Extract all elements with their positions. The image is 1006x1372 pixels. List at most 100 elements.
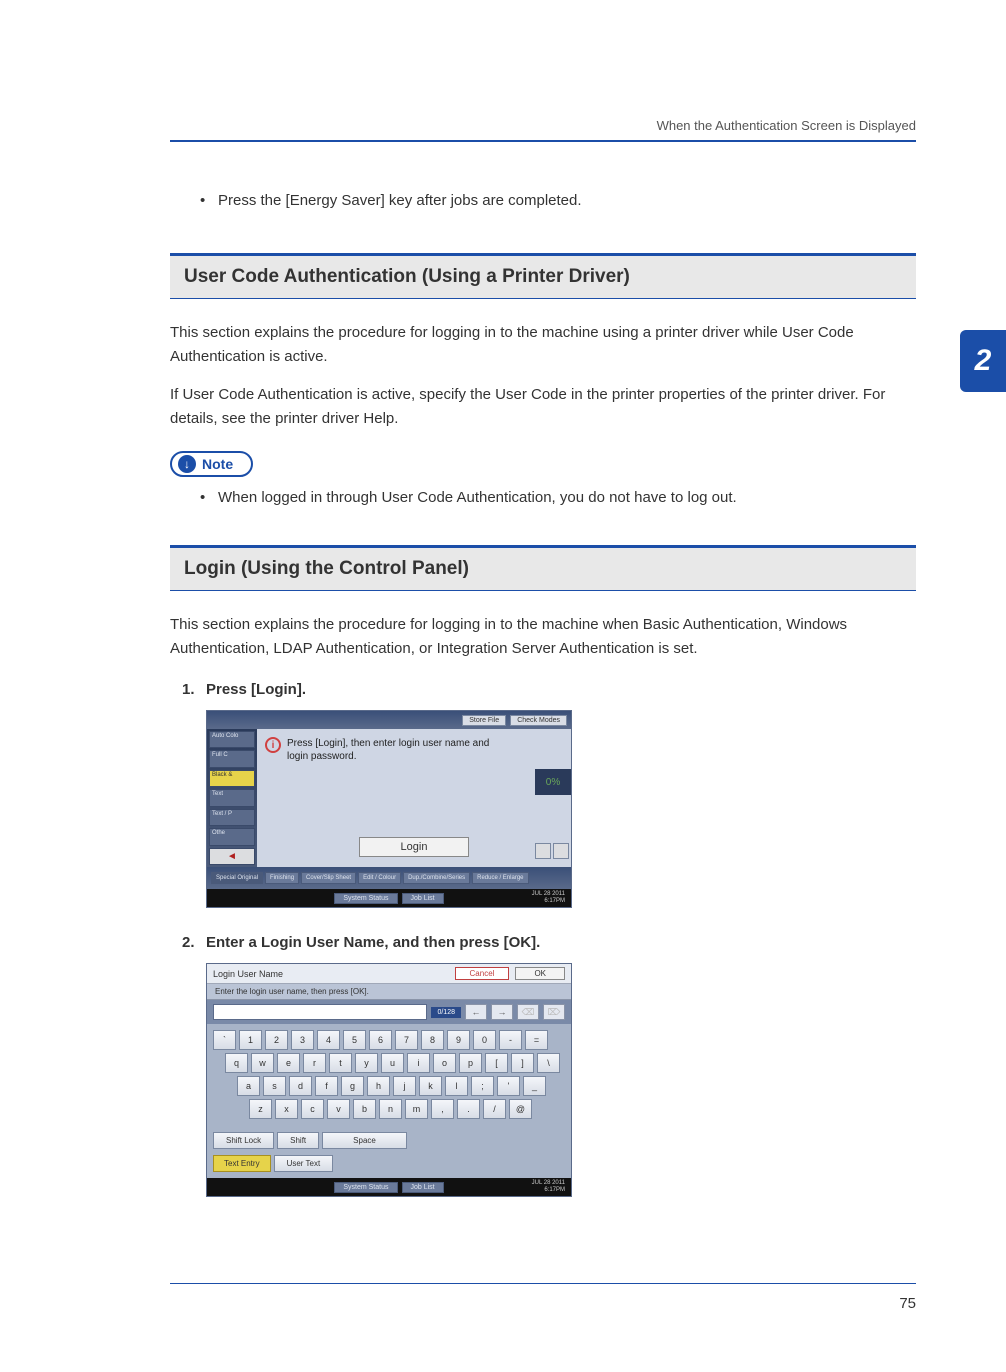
keyboard-key[interactable]: y [355,1053,378,1073]
keyboard-key[interactable]: @ [509,1099,532,1119]
keyboard-key[interactable]: j [393,1076,416,1096]
job-list-button[interactable]: Job List [402,893,444,904]
keyboard-key[interactable]: a [237,1076,260,1096]
bottom-tab[interactable]: Edit / Colour [358,872,401,884]
bottom-tab[interactable]: Finishing [265,872,299,884]
bottom-tab[interactable]: Cover/Slip Sheet [301,872,356,884]
keyboard-key[interactable]: l [445,1076,468,1096]
screenshot-login-prompt: Store File Check Modes Auto Colo Full C … [206,710,572,908]
keyboard-key[interactable]: d [289,1076,312,1096]
keyboard-key[interactable]: z [249,1099,272,1119]
side-prev-icon[interactable]: ◄ [209,848,255,865]
text-entry-tab[interactable]: Text Entry [213,1155,271,1172]
shot1-right-icons [535,843,569,859]
keyboard-key[interactable]: 4 [317,1030,340,1050]
cursor-left-icon[interactable]: ← [465,1004,487,1020]
side-tab[interactable]: Othe [209,828,255,845]
system-status-button[interactable]: System Status [334,893,397,904]
keyboard-key[interactable]: \ [537,1053,560,1073]
shot1-body: Auto Colo Full C Black & Text Text / P O… [207,729,571,867]
section1-heading: User Code Authentication (Using a Printe… [170,253,916,299]
note-label: Note [202,456,233,472]
keyboard-key[interactable]: 2 [265,1030,288,1050]
check-modes-button[interactable]: Check Modes [510,715,567,726]
bottom-tab[interactable]: Special Original [211,872,263,884]
username-input[interactable] [213,1004,427,1020]
keyboard-key[interactable]: - [499,1030,522,1050]
keyboard-key[interactable]: e [277,1053,300,1073]
keyboard-key[interactable]: / [483,1099,506,1119]
keyboard-key[interactable]: r [303,1053,326,1073]
keyboard-key[interactable]: _ [523,1076,546,1096]
panel-icon[interactable] [553,843,569,859]
store-file-button[interactable]: Store File [462,715,506,726]
content-area: • Press the [Energy Saver] key after job… [170,190,916,1197]
panel-icon[interactable] [535,843,551,859]
side-tab[interactable]: Text / P [209,809,255,826]
shift-lock-key[interactable]: Shift Lock [213,1132,274,1149]
keyboard-key[interactable]: n [379,1099,402,1119]
keyboard-key[interactable]: m [405,1099,428,1119]
keyboard-key[interactable]: 0 [473,1030,496,1050]
side-tab[interactable]: Text [209,789,255,806]
keyboard-key[interactable]: ' [497,1076,520,1096]
keyboard-key[interactable]: 9 [447,1030,470,1050]
system-status-button[interactable]: System Status [334,1182,397,1193]
side-tab[interactable]: Auto Colo [209,731,255,748]
keyboard-key[interactable]: w [251,1053,274,1073]
bottom-tab[interactable]: Reduce / Enlarge [472,872,528,884]
job-list-button[interactable]: Job List [402,1182,444,1193]
keyboard-key[interactable]: v [327,1099,350,1119]
keyboard-key[interactable]: 5 [343,1030,366,1050]
keyboard-key[interactable]: , [431,1099,454,1119]
cancel-button[interactable]: Cancel [455,967,510,980]
keyboard-key[interactable]: i [407,1053,430,1073]
keyboard-key[interactable]: ` [213,1030,236,1050]
running-header: When the Authentication Screen is Displa… [657,118,916,133]
bottom-tab[interactable]: Dup./Combine/Series [403,872,470,884]
keyboard-key[interactable]: [ [485,1053,508,1073]
keyboard-key[interactable]: 6 [369,1030,392,1050]
keyboard-key[interactable]: p [459,1053,482,1073]
keyboard-key[interactable]: q [225,1053,248,1073]
keyboard-key[interactable]: h [367,1076,390,1096]
info-line1: Press [Login], then enter login user nam… [287,737,489,750]
ok-button[interactable]: OK [515,967,565,980]
keyboard-key[interactable]: x [275,1099,298,1119]
key-row-bottom: Shift Lock Shift Space [207,1128,571,1155]
keyboard-key[interactable]: 7 [395,1030,418,1050]
login-button[interactable]: Login [359,837,469,857]
keyboard-key[interactable]: 8 [421,1030,444,1050]
chapter-tab: 2 [960,330,1006,392]
shift-key[interactable]: Shift [277,1132,319,1149]
keyboard-key[interactable]: = [525,1030,548,1050]
keyboard-key[interactable]: s [263,1076,286,1096]
status-datetime: JUL 28 20116:17PM [532,891,565,904]
keyboard-key[interactable]: b [353,1099,376,1119]
keyboard-key[interactable]: o [433,1053,456,1073]
step-2: 2. Enter a Login User Name, and then pre… [182,934,916,951]
cursor-right-icon[interactable]: → [491,1004,513,1020]
keyboard-key[interactable]: g [341,1076,364,1096]
keyboard-key[interactable]: t [329,1053,352,1073]
shot1-tabbar: Special Original Finishing Cover/Slip Sh… [207,867,571,889]
keyboard-key[interactable]: k [419,1076,442,1096]
user-text-tab[interactable]: User Text [274,1155,334,1172]
keyboard-key[interactable]: u [381,1053,404,1073]
keyboard-key[interactable]: ; [471,1076,494,1096]
keyboard-key[interactable]: . [457,1099,480,1119]
keyboard-key[interactable]: 1 [239,1030,262,1050]
side-tab[interactable]: Full C [209,750,255,767]
keyboard-key[interactable]: c [301,1099,324,1119]
side-tab[interactable]: Black & [209,770,255,787]
keyboard-key[interactable]: 3 [291,1030,314,1050]
backspace-icon[interactable]: ⌫ [517,1004,539,1020]
keyboard-key[interactable]: f [315,1076,338,1096]
screenshot-keyboard: Login User Name Cancel OK Enter the logi… [206,963,572,1197]
keyboard-key[interactable]: ] [511,1053,534,1073]
status-datetime: JUL 28 20116:17PM [532,1180,565,1193]
key-row: qwertyuiop[]\ [213,1053,565,1073]
space-key[interactable]: Space [322,1132,407,1149]
key-row: `1234567890-= [213,1030,565,1050]
delete-icon[interactable]: ⌦ [543,1004,565,1020]
